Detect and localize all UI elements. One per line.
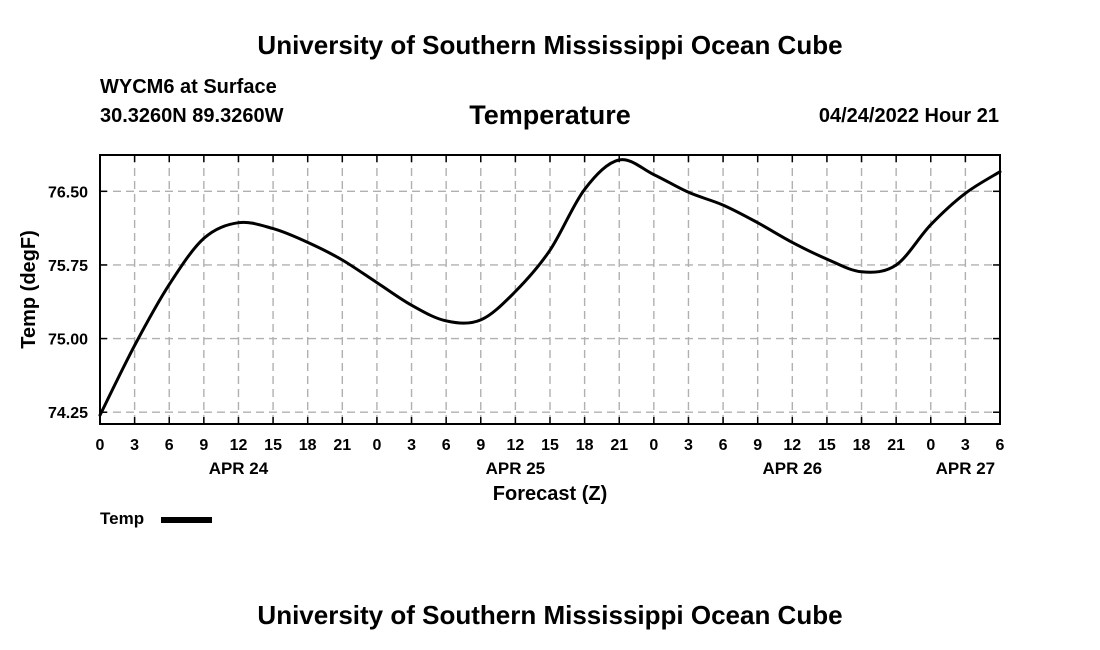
forecast-datetime: 04/24/2022 Hour 21	[818, 105, 999, 127]
station-name: WYCM6 at Surface	[100, 76, 277, 98]
axis-labels: 0 3 6 9 12 15 18 21 0 3 6 9 12 15 18 21 0 3 6 9 12 15 18 21 0 3 6 7…	[48, 184, 1005, 478]
chart-title: Temperature	[469, 100, 631, 130]
x-tick-label: 9	[753, 437, 762, 454]
x-tick-label: 9	[199, 437, 208, 454]
x-tick-label: 21	[333, 437, 351, 454]
x-tick-label: 9	[476, 437, 485, 454]
legend-label: Temp	[100, 509, 145, 528]
x-tick-label: 3	[961, 437, 970, 454]
x-tick-label: 3	[407, 437, 416, 454]
footer-title: University of Southern Mississippi Ocean…	[257, 600, 843, 630]
x-date-label: APR 24	[209, 459, 269, 478]
x-tick-label: 21	[887, 437, 905, 454]
x-tick-label: 12	[230, 437, 248, 454]
x-tick-label: 3	[130, 437, 139, 454]
x-tick-label: 6	[442, 437, 451, 454]
y-tick-label: 75.00	[48, 332, 88, 349]
page-title: University of Southern Mississippi Ocean…	[257, 30, 843, 60]
x-date-label: APR 25	[486, 459, 546, 478]
x-tick-label: 21	[610, 437, 628, 454]
x-axis-title: Forecast (Z)	[493, 483, 607, 505]
x-tick-label: 6	[165, 437, 174, 454]
x-tick-label: 0	[372, 437, 381, 454]
x-tick-label: 18	[299, 437, 317, 454]
x-tick-label: 12	[783, 437, 801, 454]
x-date-label: APR 26	[763, 459, 823, 478]
x-tick-label: 0	[649, 437, 658, 454]
x-tick-label: 15	[264, 437, 282, 454]
legend-line-swatch	[161, 517, 212, 523]
x-tick-label: 6	[719, 437, 728, 454]
series-layer	[98, 158, 1002, 417]
x-tick-label: 0	[96, 437, 105, 454]
y-tick-label: 76.50	[48, 184, 88, 201]
x-tick-label: 6	[996, 437, 1005, 454]
y-axis-title: Temp (degF)	[18, 230, 40, 349]
x-tick-label: 12	[506, 437, 524, 454]
series-line-temp	[98, 158, 1002, 417]
y-tick-label: 74.25	[48, 405, 88, 422]
x-tick-label: 18	[853, 437, 871, 454]
y-tick-label: 75.75	[48, 258, 88, 275]
axis-ticks	[99, 155, 1001, 424]
x-tick-label: 0	[926, 437, 935, 454]
grid	[100, 155, 1000, 424]
x-tick-label: 15	[818, 437, 836, 454]
station-coordinates: 30.3260N 89.3260W	[100, 105, 284, 127]
x-tick-label: 15	[541, 437, 559, 454]
x-date-label: APR 27	[936, 459, 996, 478]
x-tick-label: 18	[576, 437, 594, 454]
x-tick-label: 3	[684, 437, 693, 454]
